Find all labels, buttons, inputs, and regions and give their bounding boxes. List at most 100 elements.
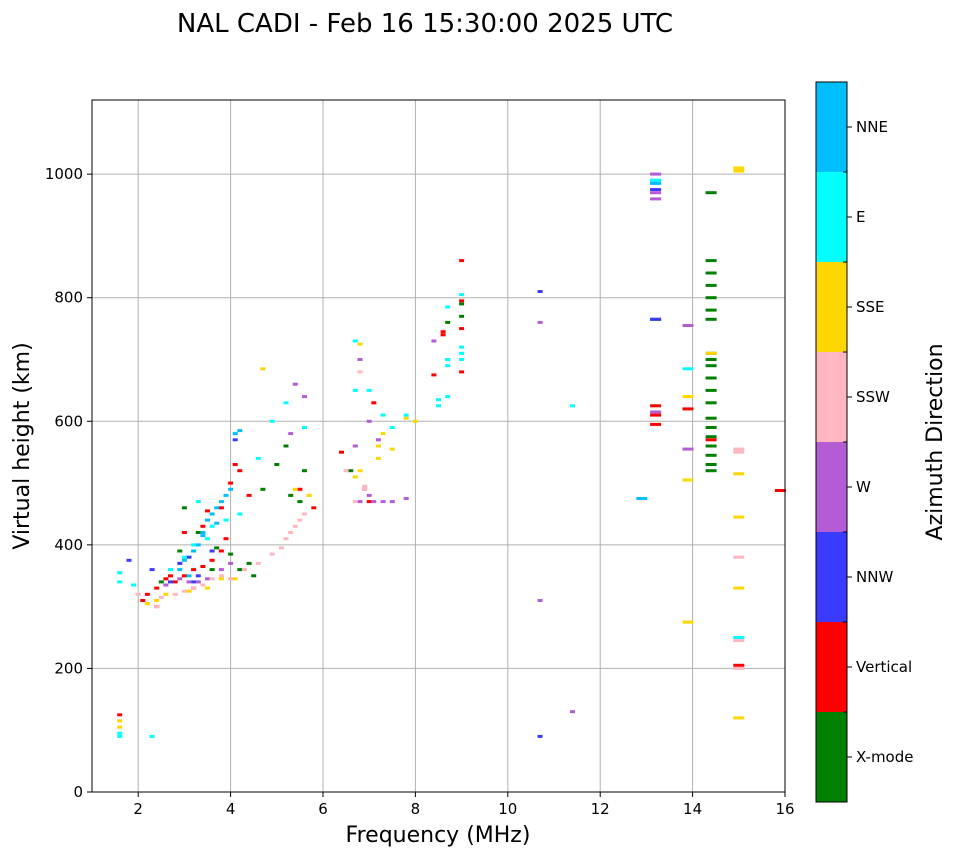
data-point <box>436 404 441 408</box>
x-tick-label: 14 <box>683 800 702 818</box>
data-point <box>311 506 317 510</box>
data-point <box>191 586 197 590</box>
data-point <box>357 469 363 473</box>
data-point <box>209 568 215 572</box>
y-axis-label: Virtual height (km) <box>10 342 35 549</box>
colorbar-segment <box>816 172 847 262</box>
data-point <box>149 568 155 572</box>
data-point <box>177 561 183 565</box>
data-point <box>636 497 648 500</box>
data-point <box>297 487 303 491</box>
data-point <box>459 259 465 263</box>
data-point <box>733 666 745 670</box>
data-point <box>218 506 224 510</box>
data-point <box>218 549 224 553</box>
data-point <box>223 518 229 522</box>
data-point <box>705 426 717 429</box>
colorbar-tick-label: W <box>856 478 871 496</box>
data-point <box>172 580 178 584</box>
data-point <box>144 602 150 606</box>
colorbar-frame <box>815 81 848 803</box>
data-point <box>459 314 465 318</box>
data-point <box>537 320 543 324</box>
data-point <box>302 469 307 473</box>
data-point <box>209 549 215 553</box>
series-nnw <box>126 188 662 738</box>
data-point <box>705 388 717 392</box>
data-point <box>362 484 368 488</box>
data-point <box>343 469 349 473</box>
data-point <box>445 320 451 324</box>
data-point <box>733 716 745 720</box>
data-point <box>733 447 745 451</box>
data-point <box>650 410 662 414</box>
data-point <box>149 734 155 738</box>
data-point <box>459 358 465 361</box>
data-point <box>705 444 717 448</box>
data-point <box>117 725 123 729</box>
data-point <box>389 447 395 451</box>
data-point <box>117 713 123 717</box>
data-point <box>650 404 662 408</box>
data-point <box>570 710 575 714</box>
data-point <box>191 580 197 584</box>
data-point <box>223 493 229 497</box>
data-point <box>269 552 275 556</box>
data-point <box>186 555 192 559</box>
data-point <box>181 506 187 510</box>
data-point <box>650 178 662 182</box>
data-point <box>218 500 224 504</box>
data-point <box>733 586 745 590</box>
data-point <box>214 546 220 550</box>
data-point <box>297 500 303 504</box>
data-point <box>705 317 717 321</box>
data-point <box>288 432 294 436</box>
x-tick-label: 10 <box>498 800 517 818</box>
data-point <box>228 577 234 581</box>
colorbar-tick-label: SSW <box>856 388 890 406</box>
data-point <box>195 580 201 584</box>
data-point <box>650 422 662 426</box>
data-point <box>705 364 717 368</box>
data-point <box>209 524 215 528</box>
data-point <box>292 382 298 386</box>
data-point <box>459 293 465 297</box>
data-point <box>682 447 694 451</box>
data-point <box>228 552 234 556</box>
data-point <box>682 620 694 624</box>
data-point <box>232 432 238 436</box>
x-tick-label: 2 <box>133 800 143 818</box>
data-point <box>135 592 141 596</box>
data-point <box>218 577 224 581</box>
data-point <box>251 574 257 578</box>
data-point <box>362 487 368 491</box>
data-point <box>163 583 169 587</box>
y-tick-label: 600 <box>54 412 83 430</box>
data-point <box>177 568 183 572</box>
data-point <box>459 351 465 355</box>
colorbar-segment <box>816 82 847 172</box>
data-point <box>218 574 224 578</box>
y-axis-ticks: 0 200 400 600 800 1000 <box>45 165 92 801</box>
data-point <box>260 487 266 491</box>
data-point <box>705 453 717 457</box>
data-point <box>288 493 294 497</box>
data-point <box>733 450 745 454</box>
data-point <box>366 419 372 423</box>
colorbar-segment <box>816 262 847 352</box>
data-point <box>459 302 465 306</box>
data-point <box>302 395 307 399</box>
data-point <box>459 345 465 349</box>
data-point <box>205 509 210 513</box>
data-point <box>366 500 372 504</box>
colorbar-tick-label: NNE <box>856 118 888 136</box>
data-point <box>445 358 451 361</box>
data-point <box>302 426 307 429</box>
data-point <box>537 734 543 738</box>
data-point <box>357 358 363 361</box>
data-point <box>117 719 123 723</box>
data-point <box>214 521 220 525</box>
data-point <box>191 543 197 547</box>
data-point <box>186 580 192 584</box>
